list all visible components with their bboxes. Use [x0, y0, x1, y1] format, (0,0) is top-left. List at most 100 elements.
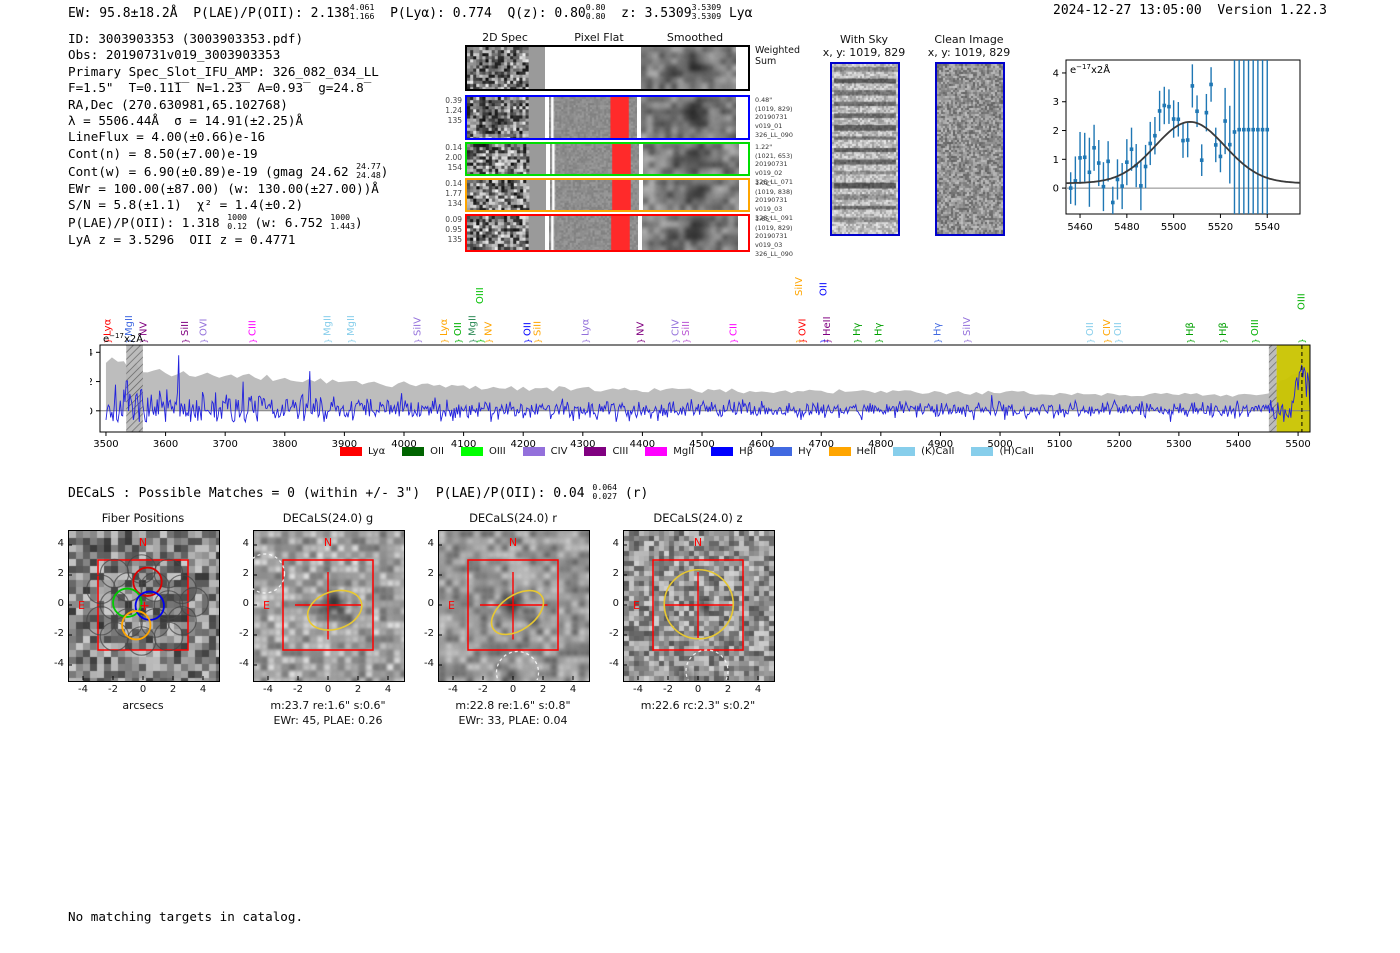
- svg-text:}: }: [637, 338, 646, 343]
- montage-panel: [549, 216, 638, 250]
- cutout-ytick: 0: [612, 598, 619, 609]
- stacked-value: 0.80 0.80: [585, 2, 606, 21]
- cutout-xtick: -4: [448, 684, 458, 695]
- compass-north-label: N: [694, 536, 702, 549]
- svg-text:3900: 3900: [332, 439, 357, 447]
- svg-text:5540: 5540: [1255, 222, 1280, 233]
- compass-east-label: E: [448, 599, 455, 612]
- info-line: Cont(n) = 8.50(±7.00)e-19: [68, 145, 258, 161]
- svg-text:}: }: [181, 338, 190, 343]
- cutout-xtick: -2: [108, 684, 118, 695]
- montage-row: [465, 45, 750, 91]
- with-sky-title: With Sky x, y: 1019, 829: [822, 33, 906, 59]
- svg-text:5000: 5000: [987, 439, 1012, 447]
- compass-north-label: N: [324, 536, 332, 549]
- svg-text:}: }: [799, 338, 808, 343]
- svg-text:}: }: [933, 338, 942, 343]
- svg-text:}: }: [1298, 338, 1307, 343]
- emission-line-label: Lyα: [439, 318, 450, 336]
- cutout-ytick: -2: [54, 628, 64, 639]
- legend-item: HeII: [828, 446, 876, 457]
- info-line: Primary Spec_Slot_IFU_AMP: 326_082_034_L…: [68, 63, 379, 79]
- legend-swatch: [522, 447, 545, 456]
- legend-item: (K)CaII: [893, 446, 954, 457]
- cutout-image: [623, 530, 775, 682]
- svg-text:3700: 3700: [212, 439, 237, 447]
- info-line: S/N = 5.8(±1.1) χ² = 1.4(±0.2): [68, 196, 304, 212]
- svg-text:}: }: [1114, 338, 1123, 343]
- svg-text:}: }: [324, 338, 333, 343]
- emission-line-label: SiII: [180, 321, 191, 336]
- svg-text:}: }: [440, 338, 449, 343]
- montage-row-left-label: 0.39 1.24 135: [445, 96, 462, 125]
- emission-line-label: NV: [484, 322, 495, 336]
- svg-text:4000: 4000: [391, 439, 416, 447]
- header-summary-line: EW: 95.8±18.2Å P(LAE)/P(OII): 2.138 4.061…: [68, 2, 753, 21]
- svg-text:4400: 4400: [630, 439, 655, 447]
- montage-col-title-2dspec: 2D Spec: [482, 31, 528, 44]
- emission-line-label: OII: [453, 322, 464, 336]
- montage-panel: [467, 180, 546, 210]
- svg-text:4: 4: [1053, 68, 1059, 79]
- emission-line-label: SiIV: [962, 317, 973, 336]
- cutout-ytick: -2: [239, 628, 249, 639]
- svg-text:}: }: [200, 338, 209, 343]
- cutout-xtick: -2: [293, 684, 303, 695]
- montage-row: [465, 214, 750, 252]
- cutout-xtick: -4: [633, 684, 643, 695]
- cutout-overlay: NE: [253, 536, 389, 680]
- cutout-xtick: 4: [569, 684, 577, 695]
- cutout-ytick: -4: [609, 658, 619, 669]
- cutout-ytick: -4: [54, 658, 64, 669]
- svg-text:5500: 5500: [1161, 222, 1186, 233]
- emission-line-label: Hγ: [932, 322, 943, 336]
- cutout-xtick: 0: [139, 684, 147, 695]
- cutout-ytick: -2: [609, 628, 619, 639]
- detection-info-block: ID: 3003903353 (3003903353.pdf) Obs: 2019…: [68, 31, 388, 248]
- legend-swatch: [893, 447, 916, 456]
- legend-item: CIII: [584, 446, 628, 457]
- montage-panel: [549, 180, 639, 210]
- decals-match-summary: DECaLS : Possible Matches = 0 (within +/…: [68, 482, 649, 501]
- montage-row-right-label: Weighted Sum: [755, 45, 800, 67]
- emission-line-label: OIII: [1250, 319, 1261, 336]
- montage-row-left-label: 0.14 2.00 154: [445, 143, 462, 172]
- montage-panel: [641, 216, 738, 250]
- cutout-ytick: 4: [242, 538, 249, 549]
- with-sky-cutout-image: [830, 62, 900, 236]
- svg-text:4200: 4200: [510, 439, 535, 447]
- montage-panel: [549, 144, 639, 174]
- svg-text:5400: 5400: [1226, 439, 1251, 447]
- cutout-xtick: 4: [754, 684, 762, 695]
- svg-text:}: }: [454, 338, 463, 343]
- montage-panel: [548, 47, 637, 89]
- svg-text:}: }: [248, 338, 257, 343]
- cutout-ytick: 2: [427, 568, 434, 579]
- stacked-value: 0.064 0.027: [592, 482, 618, 501]
- montage-row-left-label: 0.14 1.77 134: [445, 179, 462, 208]
- cutout-ytick: -4: [424, 658, 434, 669]
- info-line: F=1.5" T=0.11̅1̅ N=1.2̅3̅ A=0.93̅ g=24.8…: [68, 80, 364, 96]
- svg-text:}: }: [820, 338, 829, 343]
- svg-text:4900: 4900: [928, 439, 953, 447]
- emission-line-label: SiIV: [413, 317, 424, 336]
- cutout-xtick: 4: [384, 684, 392, 695]
- cutout-xtick: 0: [324, 684, 332, 695]
- svg-text:}: }: [533, 338, 542, 343]
- legend-swatch: [828, 447, 851, 456]
- cutout-annotation: m:22.6 rc:2.3" s:0.2": [640, 699, 756, 712]
- cutout-title: DECaLS(24.0) g: [282, 511, 374, 525]
- emission-line-label: NV: [138, 322, 149, 336]
- info-line: λ = 5506.44Å σ = 14.91(±2.25)Å: [68, 113, 304, 129]
- cutout-ytick: 4: [57, 538, 64, 549]
- spectrum-legend: Lyα OII OIII CIV CIII MgII Hβ Hγ HeII (K)CaII (H)C…: [340, 446, 1034, 457]
- montage-row-right-label: 1.22" (1021, 653) 20190731 v019_02 326_L…: [755, 143, 793, 186]
- legend-swatch: [645, 447, 668, 456]
- cutout-annotation: EWr: 33, PLAE: 0.04: [458, 714, 568, 727]
- cutout-ytick: 0: [242, 598, 249, 609]
- emission-line-label: SiII: [681, 321, 692, 336]
- legend-swatch: [770, 447, 793, 456]
- cutout-annotation: m:22.8 re:1.6" s:0.8": [455, 699, 571, 712]
- svg-text:}: }: [1103, 338, 1112, 343]
- legend-item: Lyα: [340, 446, 385, 457]
